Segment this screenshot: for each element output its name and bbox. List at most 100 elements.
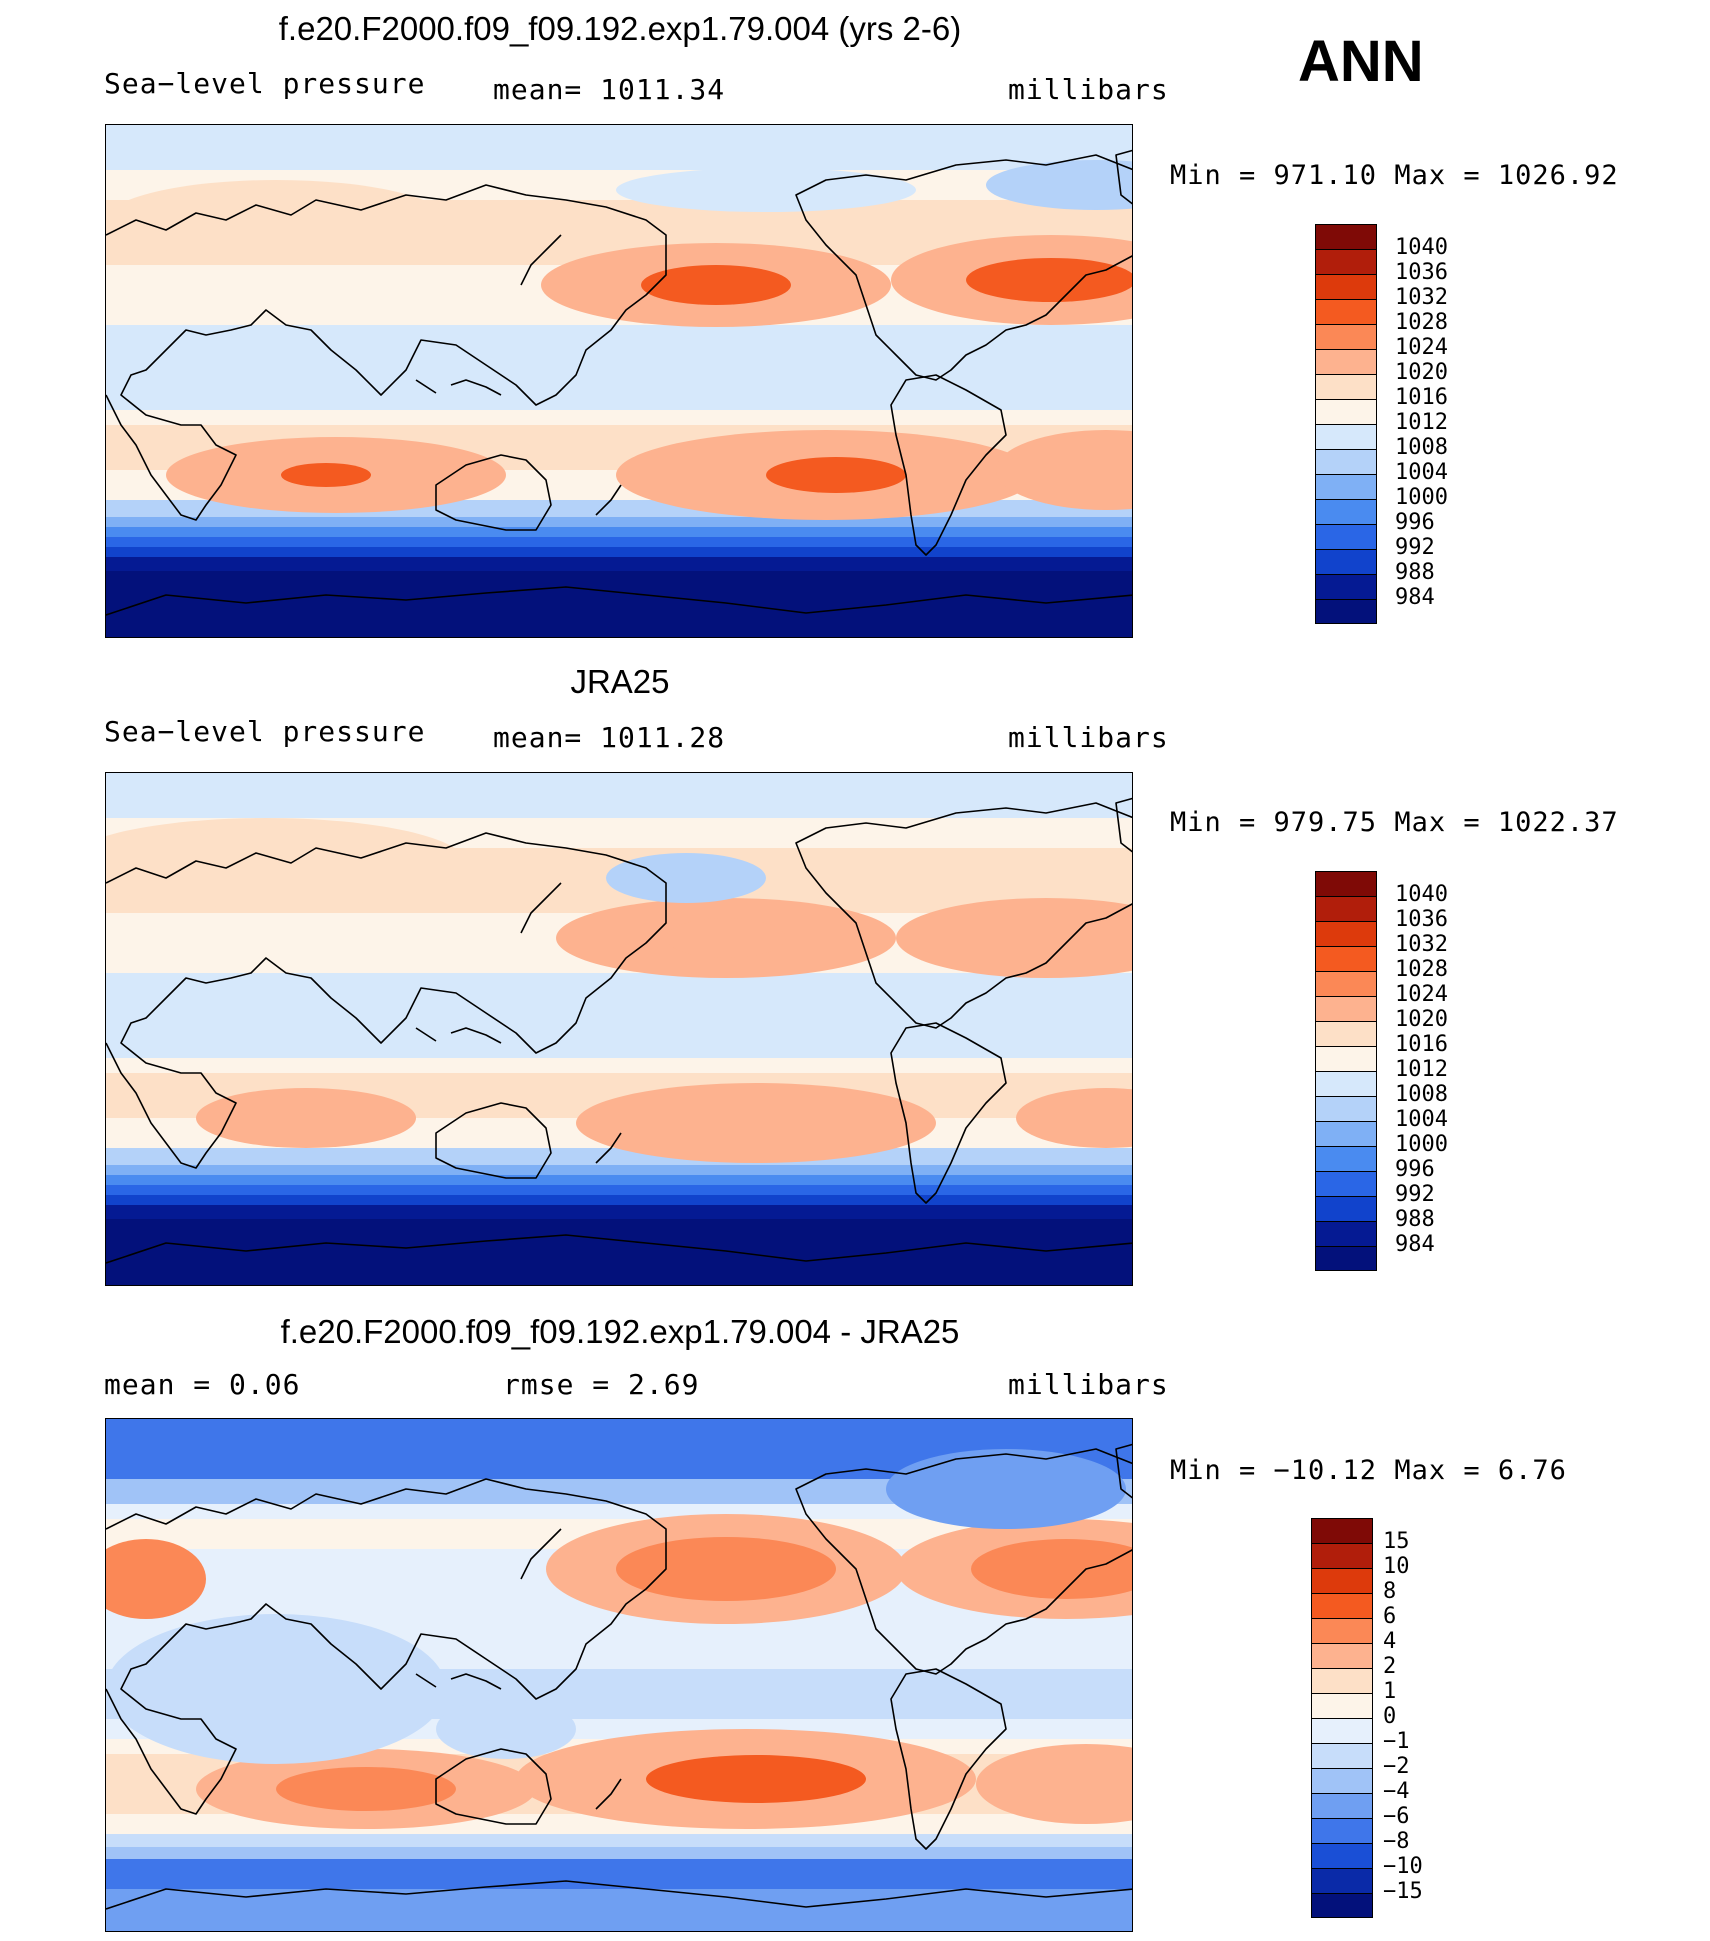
colorbar-label: −10 bbox=[1383, 1854, 1423, 1879]
panel-1-field-label: Sea−level pressure bbox=[104, 67, 426, 100]
panel-1-minmax: Min = 971.10 Max = 1026.92 bbox=[1170, 160, 1619, 191]
contour-cell bbox=[106, 1539, 206, 1619]
colorbar-label: 1004 bbox=[1395, 460, 1448, 485]
contour-cell bbox=[886, 1449, 1126, 1529]
colorbar-box bbox=[1311, 1643, 1373, 1668]
colorbar-label: 2 bbox=[1383, 1654, 1397, 1679]
colorbar-box bbox=[1315, 871, 1377, 896]
colorbar-label: 8 bbox=[1383, 1579, 1397, 1604]
colorbar-label: 1016 bbox=[1395, 385, 1448, 410]
colorbar-label: 1004 bbox=[1395, 1107, 1448, 1132]
colorbar-box bbox=[1315, 599, 1377, 624]
colorbar-label: 1008 bbox=[1395, 1082, 1448, 1107]
panel-2-mean-label: mean= 1011.28 bbox=[493, 721, 726, 754]
colorbar-label: 984 bbox=[1395, 1232, 1435, 1257]
colorbar-label: 1036 bbox=[1395, 260, 1448, 285]
colorbar-box bbox=[1311, 1718, 1373, 1743]
colorbar-label: 1020 bbox=[1395, 1007, 1448, 1032]
contour-cell bbox=[436, 1699, 576, 1759]
colorbar-box bbox=[1315, 1046, 1377, 1071]
colorbar-box bbox=[1311, 1868, 1373, 1893]
contour-cell bbox=[646, 1755, 866, 1803]
colorbar-box bbox=[1315, 274, 1377, 299]
contour-cell bbox=[276, 1767, 456, 1811]
coastline bbox=[595, 1132, 622, 1164]
colorbar-box bbox=[1311, 1743, 1373, 1768]
colorbar-box bbox=[1311, 1818, 1373, 1843]
colorbar-box bbox=[1315, 971, 1377, 996]
coastline bbox=[595, 1778, 622, 1810]
colorbar-box bbox=[1315, 449, 1377, 474]
contour-band bbox=[106, 1847, 1132, 1859]
colorbar-box bbox=[1315, 349, 1377, 374]
colorbar-label: 15 bbox=[1383, 1529, 1410, 1554]
coastline bbox=[106, 1880, 1132, 1910]
panel-2-field-label: Sea−level pressure bbox=[104, 715, 426, 748]
colorbar-box bbox=[1311, 1668, 1373, 1693]
coastline bbox=[890, 1022, 1007, 1204]
contour-band bbox=[106, 973, 1132, 1058]
contour-cell bbox=[106, 818, 466, 908]
coastline bbox=[435, 1102, 552, 1179]
colorbar-label: 0 bbox=[1383, 1704, 1397, 1729]
colorbar-box bbox=[1315, 1021, 1377, 1046]
contour-band bbox=[106, 1148, 1132, 1165]
contour-cell bbox=[196, 1088, 416, 1148]
panel-2-units-label: millibars bbox=[1008, 721, 1169, 754]
panel-2-minmax: Min = 979.75 Max = 1022.37 bbox=[1170, 807, 1619, 838]
colorbar-box bbox=[1315, 946, 1377, 971]
colorbar-box bbox=[1315, 574, 1377, 599]
colorbar-box bbox=[1315, 1096, 1377, 1121]
contour-cell bbox=[641, 265, 791, 305]
contour-band bbox=[106, 537, 1132, 547]
panel-3-rmse-label: rmse = 2.69 bbox=[503, 1368, 700, 1401]
colorbar-label: 1 bbox=[1383, 1679, 1397, 1704]
contour-band bbox=[106, 547, 1132, 557]
colorbar-label: 996 bbox=[1395, 510, 1435, 535]
colorbar-label: −1 bbox=[1383, 1729, 1410, 1754]
colorbar-box bbox=[1315, 1146, 1377, 1171]
panel-2-title: JRA25 bbox=[570, 663, 670, 700]
contour-cell bbox=[966, 258, 1132, 302]
colorbar-label: 1024 bbox=[1395, 982, 1448, 1007]
colorbar-label: −4 bbox=[1383, 1779, 1410, 1804]
contour-band bbox=[106, 1889, 1132, 1931]
coastline bbox=[1115, 1443, 1132, 1499]
panel-3-minmax: Min = −10.12 Max = 6.76 bbox=[1170, 1455, 1567, 1486]
colorbar-box bbox=[1315, 224, 1377, 249]
colorbar-box bbox=[1315, 374, 1377, 399]
colorbar-label: −2 bbox=[1383, 1754, 1410, 1779]
colorbar-label: 992 bbox=[1395, 535, 1435, 560]
colorbar-box bbox=[1315, 524, 1377, 549]
colorbar-box bbox=[1311, 1518, 1373, 1543]
colorbar-label: 988 bbox=[1395, 1207, 1435, 1232]
contour-band bbox=[106, 1185, 1132, 1195]
coastline bbox=[795, 802, 1132, 1029]
colorbar-box bbox=[1315, 399, 1377, 424]
panel-1-mean-label: mean= 1011.34 bbox=[493, 73, 726, 106]
contour-band bbox=[106, 1195, 1132, 1205]
coastline bbox=[520, 234, 562, 286]
colorbar-box bbox=[1311, 1568, 1373, 1593]
coastline bbox=[415, 1673, 502, 1690]
contour-cell bbox=[576, 1083, 936, 1163]
panel-3-units-label: millibars bbox=[1008, 1368, 1169, 1401]
colorbar-box bbox=[1315, 324, 1377, 349]
colorbar-label: 1032 bbox=[1395, 932, 1448, 957]
colorbar-box bbox=[1315, 249, 1377, 274]
coastline bbox=[520, 882, 562, 934]
colorbar-label: −15 bbox=[1383, 1879, 1423, 1904]
contour-band bbox=[106, 1859, 1132, 1889]
colorbar-label: 1012 bbox=[1395, 410, 1448, 435]
colorbar-label: 996 bbox=[1395, 1157, 1435, 1182]
contour-band bbox=[106, 1058, 1132, 1073]
contour-cell bbox=[986, 160, 1132, 210]
contour-band bbox=[106, 1165, 1132, 1175]
colorbar-label: 1012 bbox=[1395, 1057, 1448, 1082]
colorbar-box bbox=[1315, 1246, 1377, 1271]
coastline bbox=[106, 184, 667, 521]
contour-band bbox=[106, 1205, 1132, 1219]
contour-cell bbox=[616, 168, 916, 212]
colorbar-label: 1028 bbox=[1395, 310, 1448, 335]
colorbar-label: 1024 bbox=[1395, 335, 1448, 360]
